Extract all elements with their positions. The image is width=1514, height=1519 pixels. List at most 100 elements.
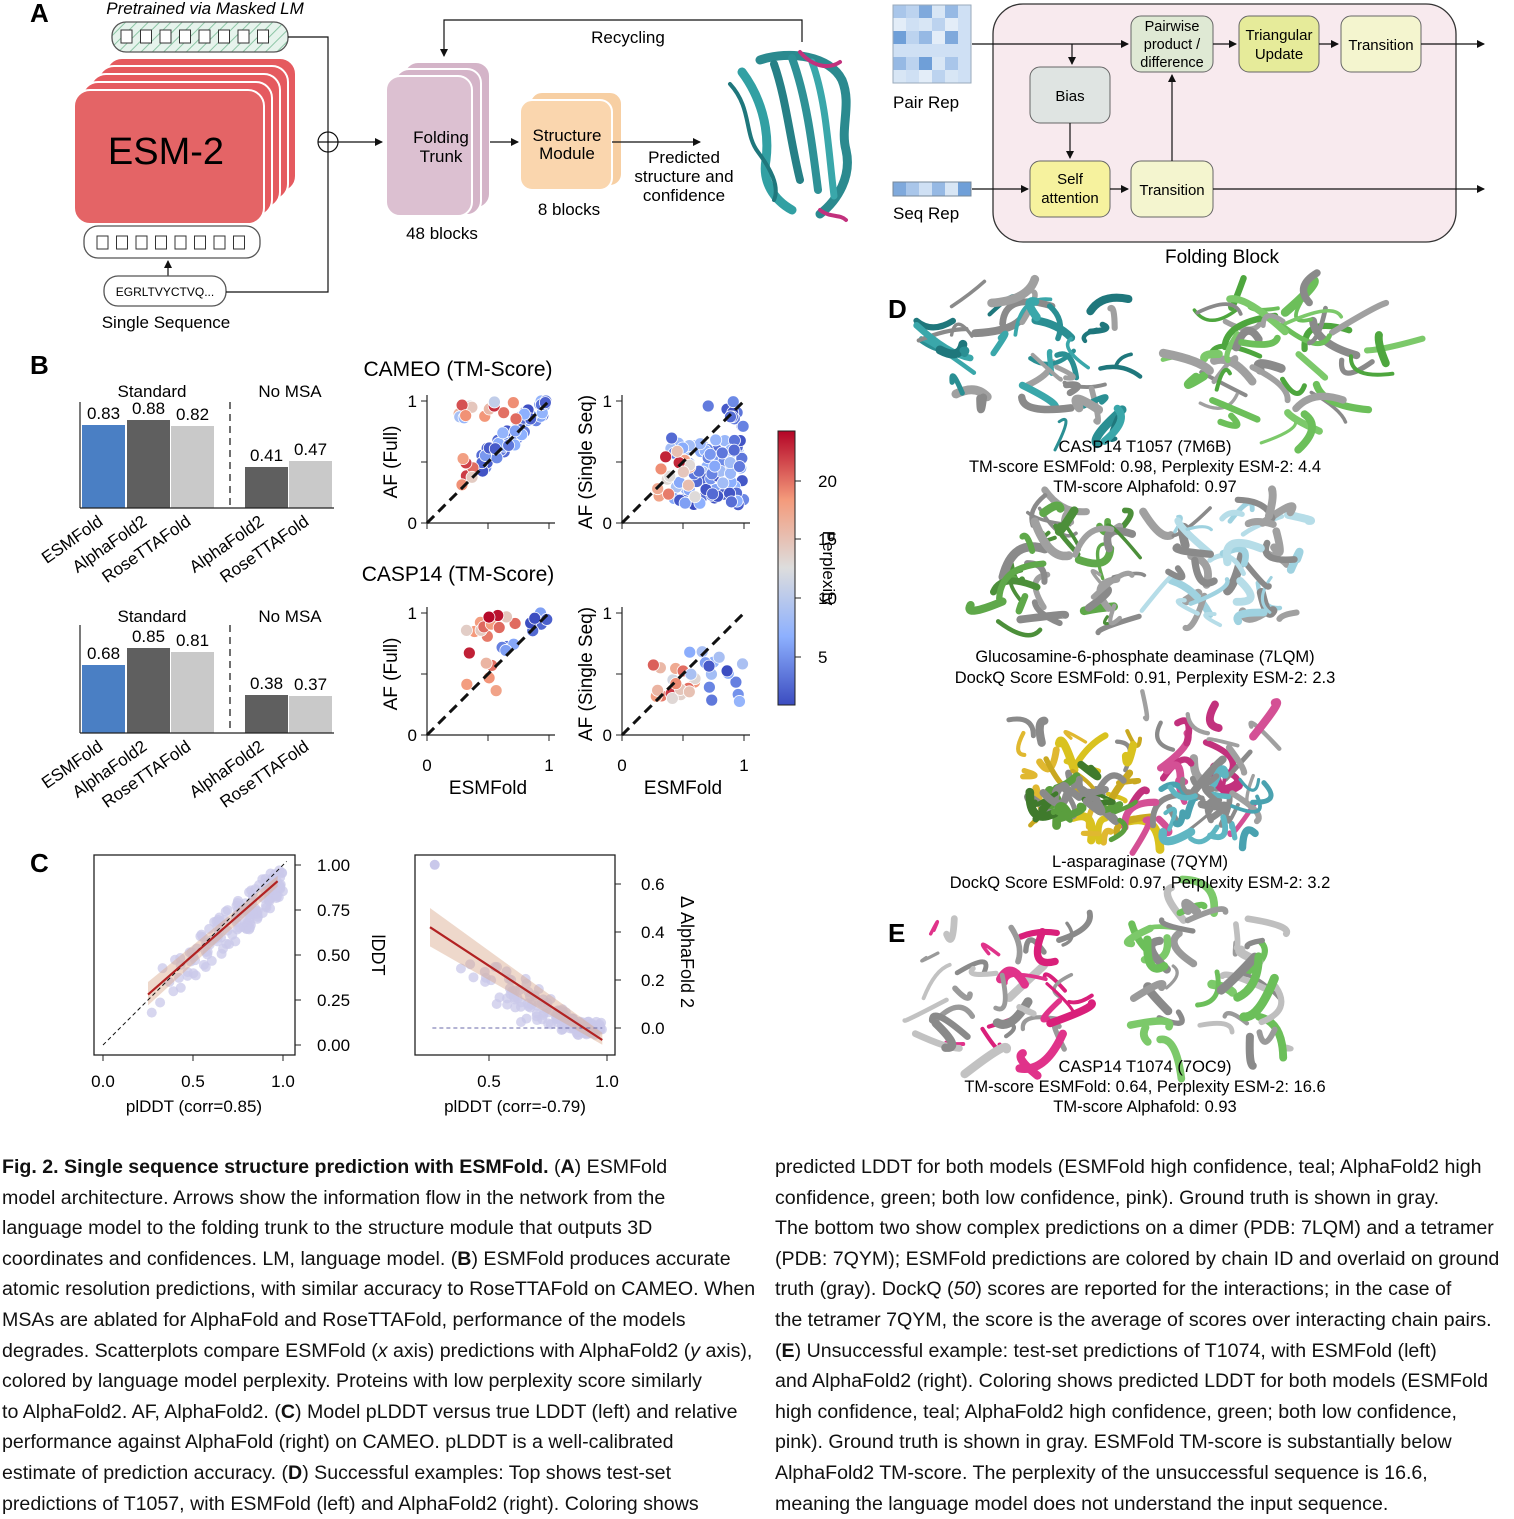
input-tokens	[96, 235, 245, 250]
masked-token	[237, 29, 250, 44]
ribbon-segment	[1363, 335, 1426, 354]
delta-point	[501, 966, 512, 977]
scatter-xtick-label: 0	[422, 756, 431, 775]
ribbon-segment	[1374, 331, 1390, 368]
bar	[127, 648, 170, 733]
ribbon-segment	[1294, 410, 1316, 454]
panel-letter-e: E	[888, 918, 905, 948]
ribbon-segment	[976, 393, 988, 414]
ribbon-segment	[965, 597, 1007, 615]
casp-nomsa-label: No MSA	[258, 607, 322, 626]
ribbon-segment	[1283, 308, 1344, 326]
example-captions: CASP14 T1057 (7M6B) TM-score ESMFold: 0.…	[950, 438, 1336, 1116]
ribbon-segment	[1248, 720, 1282, 751]
bar-value-label: 0.82	[176, 405, 209, 424]
ref-d: D	[288, 1461, 303, 1484]
folding-block-label: Folding Block	[1165, 247, 1280, 268]
input-token	[116, 235, 128, 250]
delta-ytick-label: 0.2	[641, 971, 665, 990]
d2-caption-1: Glucosamine-6-phosphate deaminase (7LQM)	[975, 648, 1314, 666]
delta-point	[545, 1019, 556, 1030]
pair-rep-cell	[945, 44, 958, 57]
ref-a: A	[560, 1156, 575, 1178]
ribbon-segment	[943, 915, 958, 943]
structure-7lqm-chain-a	[965, 486, 1175, 638]
ribbon-segment	[1100, 404, 1125, 445]
caption-left-column: Fig. 2. Single sequence structure predic…	[2, 1152, 755, 1519]
pair-rep-cell	[958, 5, 971, 18]
caption-line: truth (gray). DockQ (	[775, 1278, 954, 1301]
ribbon-segment	[1159, 917, 1196, 934]
ribbon-segment	[1095, 613, 1142, 636]
calib-point	[265, 868, 276, 879]
ribbon-segment	[1245, 1032, 1257, 1070]
scatter-point	[683, 645, 697, 659]
ribbon-segment	[1156, 1035, 1186, 1083]
pair-rep-cell	[932, 70, 945, 83]
ribbon-segment	[1054, 364, 1076, 381]
pair-rep-cell	[906, 5, 919, 18]
scatter-point	[654, 462, 668, 476]
ribbon-segment	[1129, 979, 1167, 1002]
ribbon-segment	[960, 1042, 1011, 1079]
delta-point	[521, 978, 532, 989]
delta-point	[532, 1000, 543, 1011]
structure-7qym-chain-a	[1006, 716, 1165, 854]
calib-point	[247, 896, 258, 907]
pair-rep-label: Pair Rep	[893, 93, 959, 112]
pair-rep-cell	[958, 44, 971, 57]
ribbon-segment	[1185, 712, 1211, 736]
pair-rep-cell	[893, 31, 906, 44]
ref-50: 50	[953, 1278, 976, 1301]
pair-rep-cell	[919, 57, 932, 70]
figure-title: Fig. 2. Single sequence structure predic…	[2, 1156, 549, 1178]
delta-point	[545, 993, 556, 1004]
scatter-plots: 1 0 AF (Full) 1 0 AF (Single Seq) 1 0 AF (Full) 0…	[381, 392, 750, 799]
ribbon-segment	[1339, 357, 1375, 376]
ribbon-segment	[1042, 972, 1067, 993]
scatter-point	[651, 683, 665, 697]
scatter-xlabel: ESMFold	[644, 778, 722, 799]
structure-7qym-chain-c	[1025, 760, 1138, 843]
ribbon-segment	[1232, 576, 1255, 606]
ribbon-segment	[1211, 355, 1239, 385]
pair-rep-cell	[958, 31, 971, 44]
masked-token	[218, 29, 230, 44]
delta-point	[465, 959, 476, 970]
calib-left-ylabel: lDDT	[368, 935, 388, 976]
ribbon-segment	[1224, 331, 1241, 364]
ribbon-segment	[1158, 827, 1196, 846]
ribbon-segment	[1107, 304, 1118, 332]
x-italic: x	[377, 1339, 388, 1362]
pair-rep-cell	[893, 57, 906, 70]
ribbon-segment	[1108, 817, 1128, 843]
ribbon-segment	[1088, 385, 1101, 425]
seq-rep-cell	[945, 182, 958, 196]
delta-point	[486, 975, 497, 986]
scatter-ytick-label: 1	[408, 392, 417, 411]
pair-rep-cell	[932, 57, 945, 70]
structure-module-blocks: 8 blocks	[538, 200, 600, 219]
caption-line: meaning the language model does not unde…	[775, 1492, 1389, 1515]
scatter-xtick-label: 0	[617, 756, 626, 775]
ribbon-segment	[1249, 364, 1291, 404]
caption-line: estimate of prediction accuracy. (	[2, 1461, 289, 1484]
ribbon-segment	[1208, 801, 1230, 821]
predicted-label-2: structure and	[634, 167, 733, 186]
triangular-label-2: Update	[1255, 46, 1303, 63]
ribbon-segment	[1238, 334, 1281, 348]
caption-line: axis) predictions with AlphaFold2 (	[387, 1339, 691, 1362]
ribbon-segment	[1165, 565, 1186, 581]
scatter-point	[681, 478, 695, 492]
bar-value-label: 0.83	[87, 404, 120, 423]
ribbon-segment	[921, 962, 952, 1001]
delta-regression-line	[429, 926, 603, 1041]
ribbon-segment	[1108, 603, 1122, 626]
self-attention-box	[1029, 160, 1111, 218]
predicted-label-1: Predicted	[648, 148, 720, 167]
ribbon-segment	[1103, 527, 1137, 553]
cameo-scatter-title: CAMEO (TM-Score)	[364, 358, 553, 381]
ribbon-segment	[1174, 717, 1193, 747]
scatter-point	[727, 443, 741, 457]
ribbon-segment	[1232, 327, 1263, 352]
